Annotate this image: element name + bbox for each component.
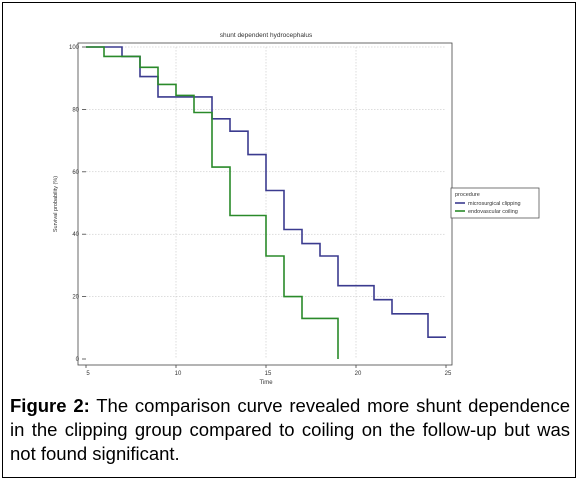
figure-frame bbox=[2, 2, 576, 478]
series-line-clipping bbox=[86, 46, 446, 339]
x-tick-label: 20 bbox=[355, 371, 362, 377]
grid bbox=[86, 46, 446, 359]
caption-text: The comparison curve revealed more shunt… bbox=[10, 395, 570, 464]
series-line-coiling bbox=[86, 46, 339, 359]
y-tick-label: 80 bbox=[72, 107, 79, 113]
x-tick-label: 25 bbox=[445, 371, 452, 377]
survival-chart: shunt dependent hydrocephalus 0 20 40 60 80 1… bbox=[53, 32, 540, 386]
caption-label: Figure 2: bbox=[10, 395, 90, 416]
legend-title: procedure bbox=[455, 192, 480, 198]
x-axis-label: Time bbox=[259, 380, 273, 386]
legend: procedure microsurgical clipping endovas… bbox=[450, 187, 540, 219]
y-tick-label: 60 bbox=[72, 170, 79, 176]
y-axis-label: Survival probability (%) bbox=[53, 176, 59, 232]
y-tick-label: 0 bbox=[76, 357, 80, 363]
legend-label-clipping: microsurgical clipping bbox=[468, 201, 521, 207]
legend-box bbox=[450, 187, 540, 219]
plot-border bbox=[77, 42, 453, 366]
series-lines bbox=[86, 46, 446, 359]
figure-caption: Figure 2: The comparison curve revealed … bbox=[10, 394, 570, 466]
legend-label-coiling: endovascular coiling bbox=[468, 209, 518, 215]
y-tick-label: 100 bbox=[69, 45, 80, 51]
x-tick-label: 10 bbox=[175, 371, 182, 377]
axes: 0 20 40 60 80 100 5 10 15 20 25 bbox=[69, 42, 453, 377]
x-tick-label: 15 bbox=[265, 371, 272, 377]
y-tick-label: 40 bbox=[72, 232, 79, 238]
chart-title: shunt dependent hydrocephalus bbox=[220, 32, 313, 39]
y-tick-label: 20 bbox=[72, 295, 79, 301]
x-tick-label: 5 bbox=[86, 371, 90, 377]
